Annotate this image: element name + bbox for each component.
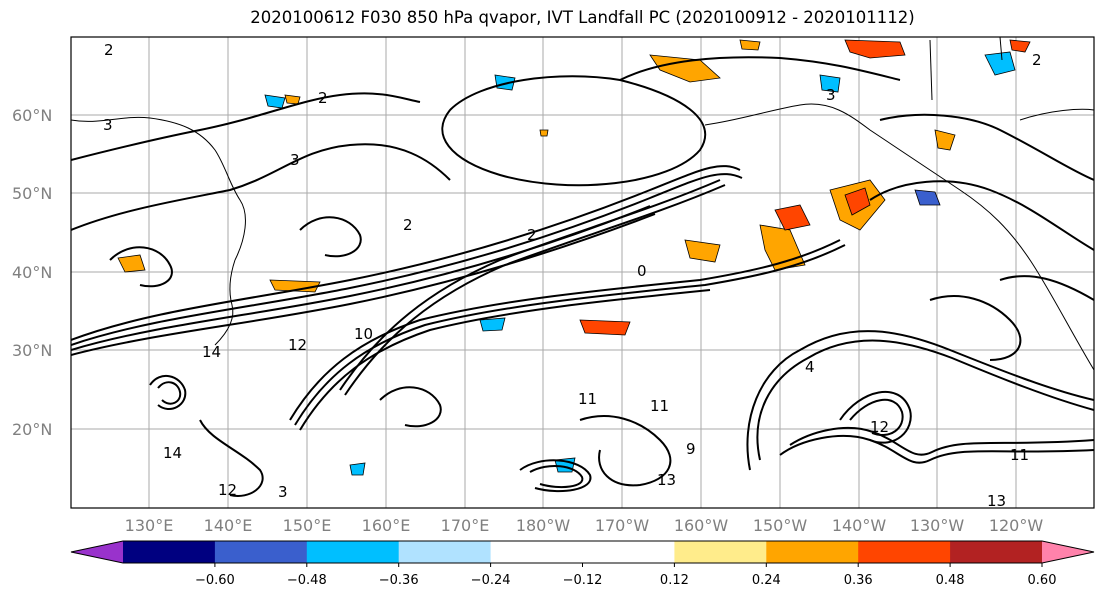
contour-label: 11 (650, 397, 669, 415)
contour-label: 12 (288, 336, 307, 354)
contour-label: 12 (870, 418, 889, 436)
colorbar-segment (398, 541, 492, 563)
lat-label: 20°N (12, 420, 52, 439)
map-frame (70, 36, 1095, 509)
colorbar-tick-label: −0.48 (287, 573, 327, 588)
colorbar-extend-min (71, 541, 123, 563)
colorbar-tick-label: 0.36 (844, 573, 873, 588)
contour-label: 3 (826, 86, 836, 104)
lon-label: 130°E (125, 516, 174, 535)
lon-label: 150°W (753, 516, 808, 535)
lon-label: 170°W (595, 516, 650, 535)
colorbar-segment (674, 541, 767, 563)
contour-label: 14 (163, 444, 182, 462)
lon-label: 130°W (910, 516, 965, 535)
colorbar-segment (490, 541, 583, 563)
map-title: 2020100612 F030 850 hPa qvapor, IVT Land… (250, 8, 915, 27)
colorbar-segment (950, 541, 1043, 563)
contour-label: 13 (657, 471, 676, 489)
contour-label: 3 (103, 116, 113, 134)
lat-label: 30°N (12, 341, 52, 360)
colorbar-tick-label: 0.24 (752, 573, 781, 588)
colorbar-segment (123, 541, 216, 563)
lon-label: 140°E (204, 516, 253, 535)
contour-labels: 2 3 2 2 3 2 14 12 11 9 0 10 4 11 13 14 1… (103, 41, 1042, 510)
contour-label: 2 (527, 226, 537, 244)
contour-label: 11 (578, 390, 597, 408)
lon-label: 160°E (362, 516, 411, 535)
colorbar-tick-label: 0.12 (660, 573, 689, 588)
colorbar-outline (70, 540, 1095, 564)
contour-label: 3 (290, 151, 300, 169)
colorbar-tick-label: −0.12 (563, 573, 603, 588)
lon-label: 180°W (516, 516, 571, 535)
colorbar-tick-label: 0.60 (1028, 573, 1057, 588)
contour-label: 0 (637, 262, 647, 280)
contour-label: 2 (104, 41, 114, 59)
contour-label: 3 (278, 483, 288, 501)
contour-label: 10 (354, 325, 373, 343)
colorbar-tick-label: −0.24 (471, 573, 511, 588)
colorbar-segment (766, 541, 859, 563)
contour-label: 13 (987, 492, 1006, 510)
contour-label: 2 (1032, 51, 1042, 69)
contour-label: 9 (686, 440, 696, 458)
coastlines (71, 37, 1094, 371)
lat-label: 50°N (12, 184, 52, 203)
longitude-labels: 130°E 140°E 150°E 160°E 170°E 180°W 170°… (125, 516, 1044, 535)
colorbar-segment (214, 541, 308, 563)
colorbar (70, 540, 1095, 564)
colorbar-tick-label: 0.48 (936, 573, 965, 588)
contour-label: 14 (202, 343, 221, 361)
colorbar-segment (306, 541, 400, 563)
lon-label: 170°E (441, 516, 490, 535)
lat-label: 40°N (12, 263, 52, 282)
qvapor-anomaly-fill (117, 39, 1031, 476)
colorbar-segment (582, 541, 675, 563)
lon-label: 160°W (674, 516, 729, 535)
contour-label: 4 (805, 358, 815, 376)
lon-label: 140°W (832, 516, 887, 535)
colorbar-tick-label: −0.36 (379, 573, 419, 588)
lon-label: 150°E (283, 516, 332, 535)
colorbar-extend-max (1042, 541, 1094, 563)
contour-label: 2 (318, 89, 328, 107)
lat-label: 60°N (12, 106, 52, 125)
lon-label: 120°W (989, 516, 1044, 535)
ivt-contours (71, 56, 1094, 497)
contour-label: 2 (403, 216, 413, 234)
colorbar-tick-labels: −0.60 −0.48 −0.36 −0.24 −0.12 0.12 0.24 0.36 0.4… (195, 563, 1056, 588)
contour-label: 12 (218, 481, 237, 499)
contour-label: 11 (1010, 446, 1029, 464)
latitude-labels: 60°N 50°N 40°N 30°N 20°N (12, 106, 52, 439)
colorbar-segment (858, 541, 951, 563)
colorbar-tick-label: −0.60 (195, 573, 235, 588)
